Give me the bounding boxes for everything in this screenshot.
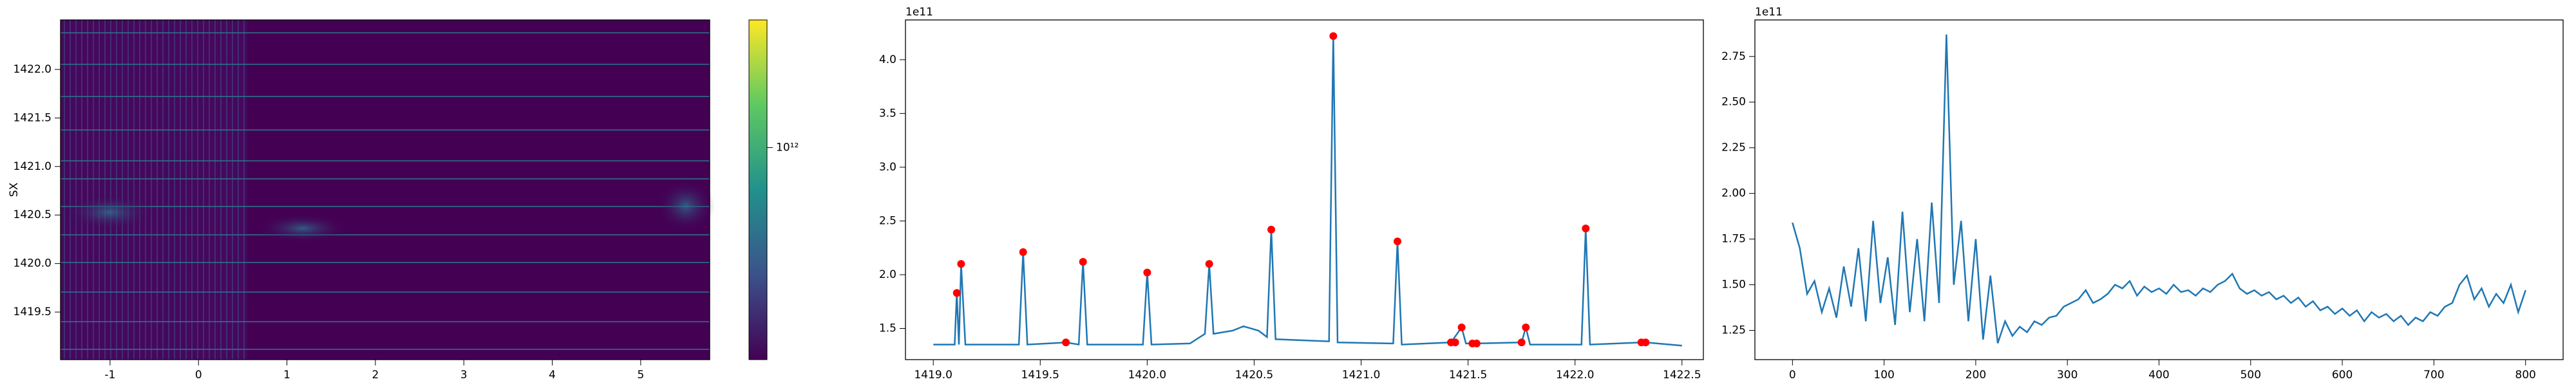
x-tick-label: 3 xyxy=(460,369,468,381)
y-tick-label: 2.50 xyxy=(1721,96,1746,109)
offset-text: 1e11 xyxy=(1755,6,1783,19)
peak-marker xyxy=(1267,225,1276,234)
peak-marker xyxy=(1517,338,1526,347)
y-tick-label: 1420.5 xyxy=(14,208,52,221)
x-tick-label: 4 xyxy=(549,369,556,381)
peak-marker xyxy=(1143,268,1151,277)
x-tick-label: 400 xyxy=(2148,369,2169,381)
data-line xyxy=(933,36,1682,347)
peak-marker xyxy=(952,289,961,297)
peak-marker xyxy=(1457,323,1466,331)
peak-marker xyxy=(1329,32,1338,41)
x-tick-label: 300 xyxy=(2057,369,2078,381)
data-line xyxy=(1792,34,2526,344)
x-tick-label: 2 xyxy=(372,369,379,381)
y-tick-label: 2.75 xyxy=(1721,50,1746,63)
axes-frame xyxy=(905,19,1704,360)
x-tick-label: 5 xyxy=(637,369,644,381)
y-tick-label: 1422.0 xyxy=(14,63,52,76)
x-tick-label: 1421.5 xyxy=(1449,369,1487,381)
x-tick-label: 200 xyxy=(1965,369,1986,381)
y-tick-label: 1419.5 xyxy=(14,306,52,318)
x-tick-label: 0 xyxy=(1789,369,1796,381)
y-tick-label: 1.5 xyxy=(879,322,896,335)
y-tick-label: 1.75 xyxy=(1721,233,1746,246)
x-tick-label: 0 xyxy=(195,369,202,381)
peak-marker xyxy=(1522,323,1530,331)
colorbar-tick-label: 10¹² xyxy=(776,141,799,154)
peak-marker xyxy=(957,260,965,268)
axes-frame xyxy=(1754,19,2564,360)
x-tick-label: 600 xyxy=(2332,369,2353,381)
peak-marker xyxy=(1582,225,1590,233)
x-tick-label: 700 xyxy=(2423,369,2444,381)
y-tick-label: 3.5 xyxy=(879,107,896,120)
x-tick-label: 500 xyxy=(2240,369,2261,381)
peak-marker xyxy=(1062,338,1070,347)
y-tick-label: 1421.5 xyxy=(14,111,52,124)
x-tick-label: 1419.5 xyxy=(1021,369,1059,381)
y-tick-label: 1.50 xyxy=(1721,279,1746,291)
y-tick-label: 3.0 xyxy=(879,161,896,174)
x-tick-label: 800 xyxy=(2515,369,2535,381)
x-tick-label: 1420.0 xyxy=(1128,369,1166,381)
y-tick-label: 2.00 xyxy=(1721,187,1746,200)
y-tick-label: 4.0 xyxy=(879,53,896,66)
axes-frame xyxy=(60,19,710,360)
x-tick-label: 1419.0 xyxy=(914,369,952,381)
x-tick-label: -1 xyxy=(104,369,115,381)
heatmap-image xyxy=(61,20,715,360)
y-tick-label: 1420.0 xyxy=(14,257,52,270)
peak-marker xyxy=(1393,237,1401,246)
y-axis-label: SX xyxy=(8,182,21,197)
x-tick-label: 1421.0 xyxy=(1342,369,1380,381)
x-tick-label: 1420.5 xyxy=(1235,369,1273,381)
y-tick-label: 1421.0 xyxy=(14,160,52,173)
x-tick-label: 1422.0 xyxy=(1556,369,1594,381)
y-tick-label: 1.25 xyxy=(1721,324,1746,337)
colorbar xyxy=(748,19,768,360)
x-tick-label: 1 xyxy=(283,369,290,381)
peak-marker xyxy=(1079,257,1087,266)
peak-marker xyxy=(1472,339,1481,347)
peak-marker xyxy=(1451,338,1459,347)
x-tick-label: 1422.5 xyxy=(1663,369,1701,381)
y-tick-label: 2.5 xyxy=(879,214,896,227)
peak-marker xyxy=(1205,260,1213,268)
peak-marker xyxy=(1642,338,1650,347)
peak-marker xyxy=(1019,248,1027,256)
y-tick-label: 2.25 xyxy=(1721,142,1746,154)
x-tick-label: 100 xyxy=(1873,369,1894,381)
y-tick-label: 2.0 xyxy=(879,268,896,281)
offset-text: 1e11 xyxy=(905,6,933,19)
